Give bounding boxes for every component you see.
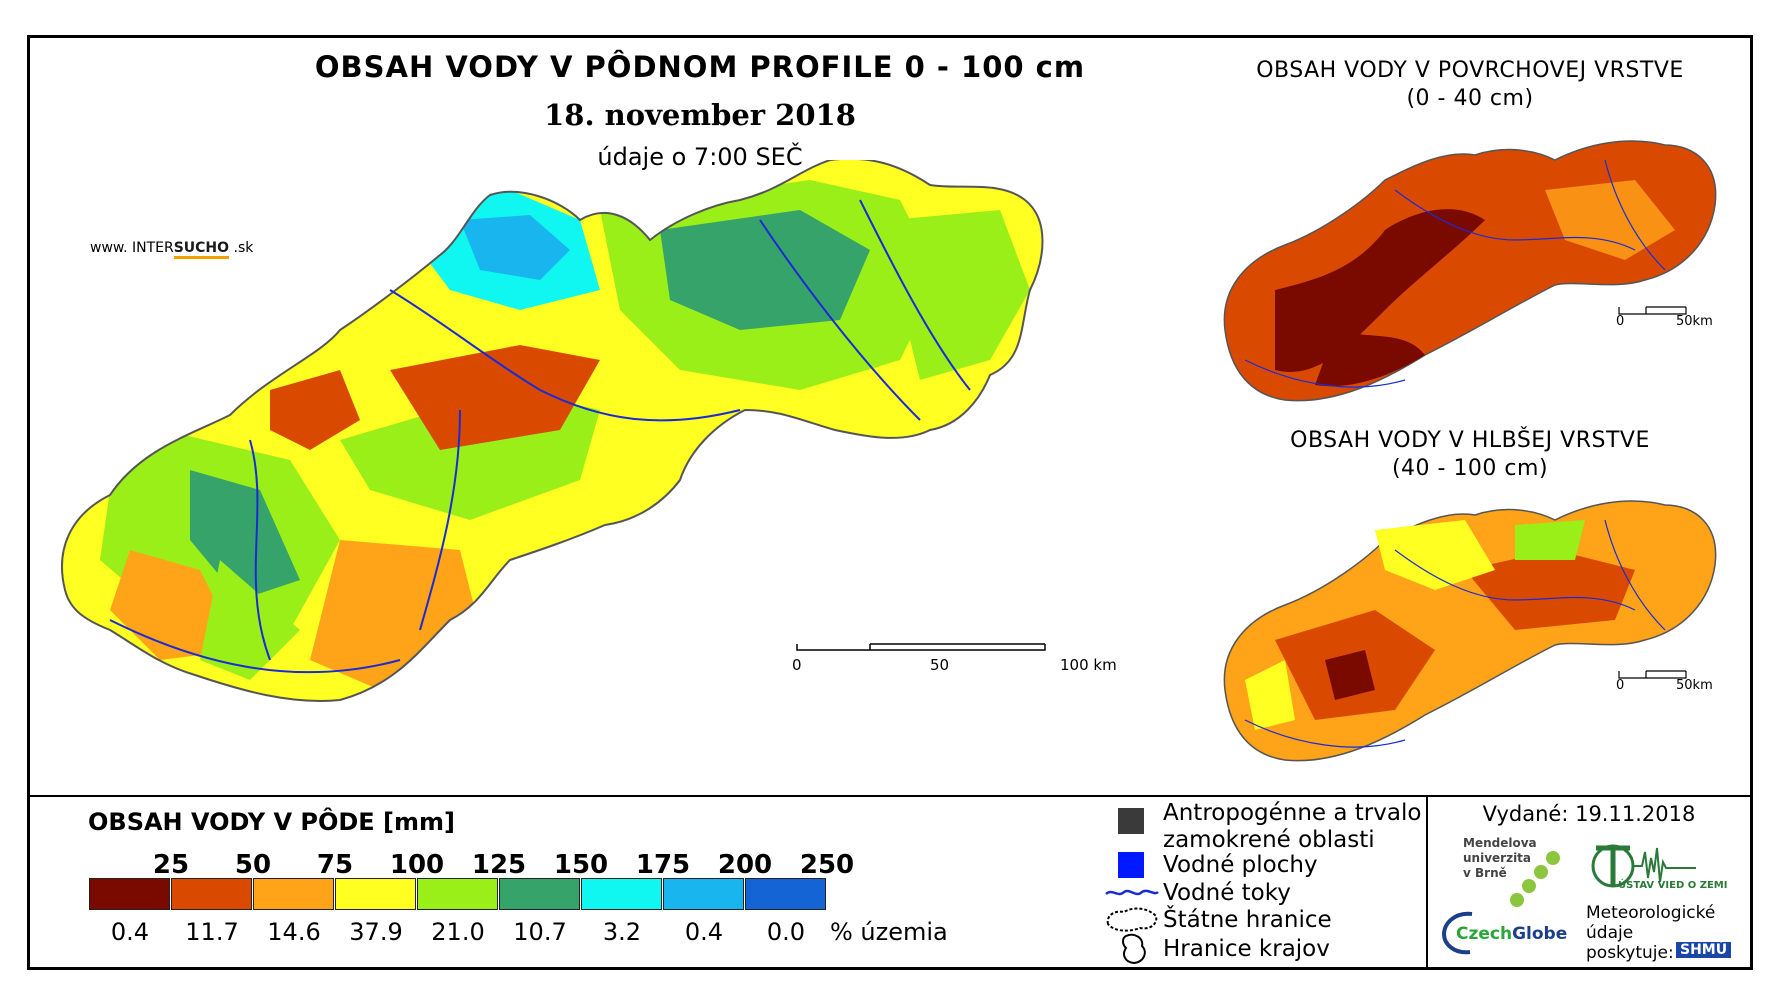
inset-deep-scale-50: 50km: [1676, 678, 1713, 693]
inset-surface-scale-0: 0: [1616, 314, 1625, 329]
anthropogenic-label-2: zamokrené oblasti: [1163, 827, 1375, 853]
legend-swatch: [581, 878, 662, 910]
mendel-line-2: univerzita: [1463, 851, 1532, 865]
legend-threshold: 150: [553, 850, 609, 880]
scale-label-50: 50: [930, 656, 950, 674]
legend-swatch: [499, 878, 580, 910]
legend-swatch: [745, 878, 826, 910]
map-title: OBSAH VODY V PÔDNOM PROFILE 0 - 100 cm: [314, 50, 1086, 84]
legend-threshold: 250: [799, 850, 855, 880]
region-border-icon: [1122, 933, 1146, 965]
website-brand: SUCHO: [173, 240, 230, 259]
anthropogenic-swatch: [1118, 808, 1144, 834]
legend-threshold: 200: [717, 850, 773, 880]
legend-threshold: 25: [152, 850, 190, 880]
mendel-line-3: v Brně: [1463, 866, 1507, 880]
scale-label-100: 100 km: [1060, 656, 1117, 674]
map-date: 18. november 2018: [544, 98, 856, 132]
legend-threshold: 175: [635, 850, 691, 880]
map-time: údaje o 7:00 SEČ: [597, 143, 803, 171]
inset-surface-title: OBSAH VODY V POVRCHOVEJ VRSTVE: [1256, 58, 1684, 83]
inset-deep-scale: [1618, 670, 1687, 679]
legend-swatch: [89, 878, 170, 910]
issued-divider: [1426, 797, 1428, 970]
issued-date: Vydané: 19.11.2018: [1482, 802, 1696, 826]
legend-threshold: 50: [234, 850, 272, 880]
website-prefix: www. INTER: [90, 240, 174, 256]
met-line-3: poskytuje:: [1586, 943, 1674, 963]
czechglobe-icon: [1441, 911, 1473, 955]
inset-deep-title: OBSAH VODY V HLBŠEJ VRSTVE: [1290, 428, 1650, 453]
legend-percent: 0.4: [110, 918, 150, 946]
institute-logo-icon: [1591, 844, 1696, 888]
legend-swatch: [171, 878, 252, 910]
state-border-icon: [1106, 907, 1158, 932]
czechglobe-logo-b: Globe: [1512, 924, 1568, 944]
inset-surface-scale-50: 50km: [1676, 314, 1713, 329]
legend-title: OBSAH VODY V PÔDE [mm]: [88, 808, 456, 836]
czechglobe-logo-a: Czech: [1456, 924, 1513, 944]
legend-threshold: 75: [316, 850, 354, 880]
main-map: [61, 160, 1044, 702]
region-border-label: Hranice krajov: [1163, 936, 1330, 962]
website-suffix: .sk: [229, 240, 254, 256]
inset-deep-subtitle: (40 - 100 cm): [1391, 456, 1549, 481]
inset-deep-map: [1223, 500, 1717, 762]
legend-percent: 21.0: [431, 918, 485, 946]
shmu-logo: SHMÚ: [1676, 942, 1732, 958]
legend-swatch: [417, 878, 498, 910]
mendel-dots-icon: [1510, 851, 1560, 907]
legend-percent: 3.2: [602, 918, 642, 946]
legend-percent: 37.9: [349, 918, 403, 946]
czechglobe-logo: CzechGlobe: [1456, 924, 1567, 944]
legend-swatch: [663, 878, 744, 910]
legend-threshold: 100: [389, 850, 445, 880]
met-line-2: údaje: [1586, 923, 1634, 943]
legend-divider: [27, 795, 1753, 797]
legend-percent: 11.7: [185, 918, 239, 946]
inset-surface-map: [1223, 140, 1717, 402]
inset-surface-subtitle: (0 - 40 cm): [1406, 86, 1534, 111]
inset-deep-scale-0: 0: [1616, 678, 1625, 693]
main-scale-bar: [796, 643, 1046, 651]
legend-percent-unit: % územia: [830, 918, 948, 946]
mendel-line-1: Mendelova: [1463, 836, 1537, 850]
rivers-label: Vodné toky: [1163, 880, 1291, 906]
met-line-1: Meteorologické: [1586, 903, 1716, 923]
legend-percent: 0.4: [684, 918, 724, 946]
anthropogenic-label-1: Antropogénne a trvalo: [1163, 800, 1422, 826]
website-link[interactable]: www. INTERSUCHO .sk: [90, 240, 254, 259]
legend-swatch: [253, 878, 334, 910]
scale-label-0: 0: [792, 656, 802, 674]
legend-percent: 14.6: [267, 918, 321, 946]
legend-percent: 0.0: [766, 918, 806, 946]
legend-percent: 10.7: [513, 918, 567, 946]
rivers-icon: [1105, 889, 1159, 896]
water-bodies-label: Vodné plochy: [1163, 852, 1318, 878]
legend-swatch: [335, 878, 416, 910]
inset-surface-scale: [1618, 306, 1687, 315]
legend-threshold: 125: [471, 850, 527, 880]
state-border-label: Štátne hranice: [1163, 907, 1332, 933]
institute-name: ÚSTAV VIED O ZEMI: [1618, 880, 1728, 891]
water-bodies-swatch: [1118, 852, 1144, 878]
